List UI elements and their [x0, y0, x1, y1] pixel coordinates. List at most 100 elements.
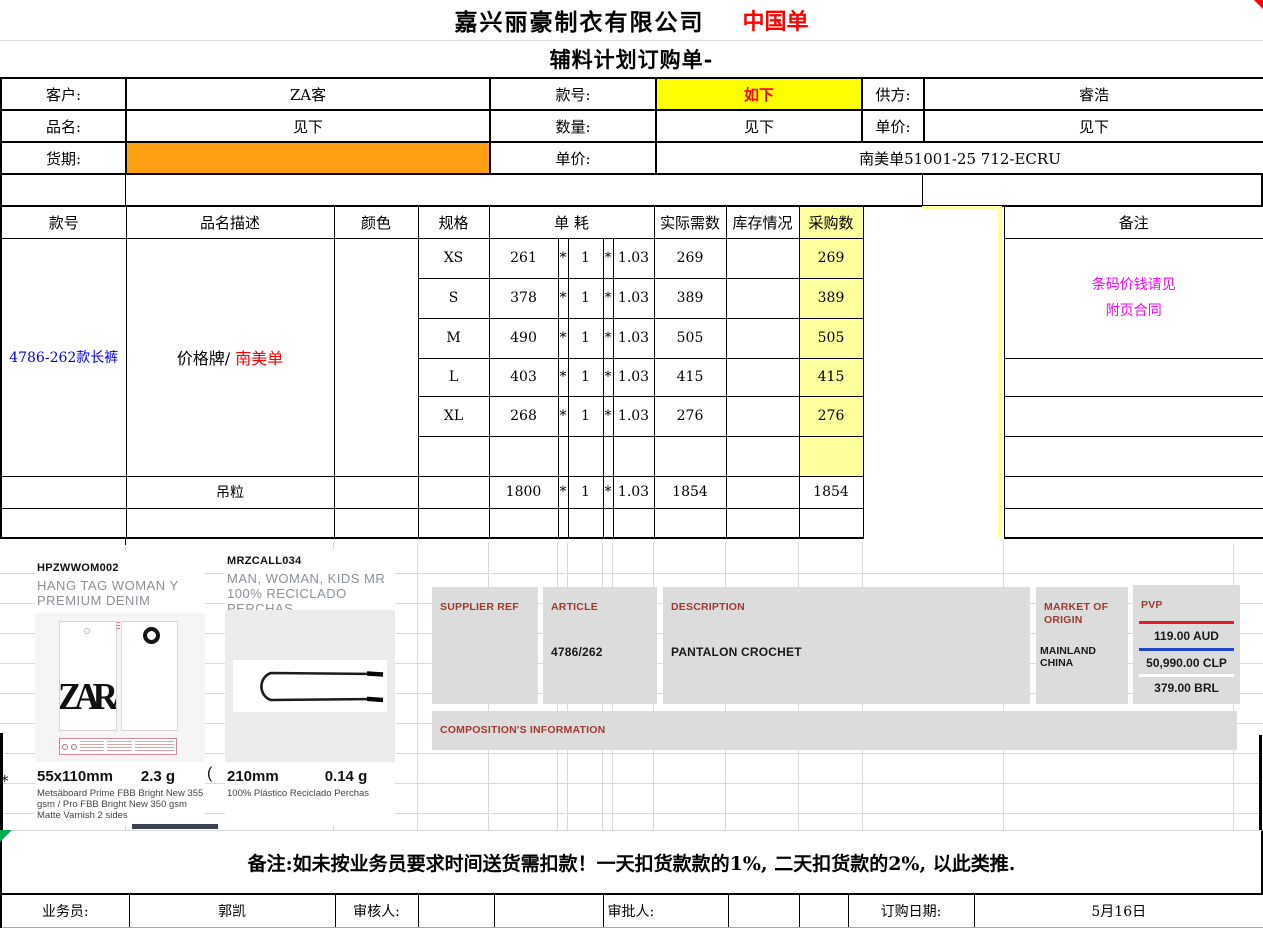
- color-cell: [333, 237, 419, 477]
- factor-cell: 1: [567, 317, 604, 359]
- mult-cell: [557, 435, 569, 477]
- pvp-price: 119.00 AUD: [1154, 629, 1219, 643]
- description-box: DESCRIPTION PANTALON CROCHET: [663, 587, 1030, 704]
- spacer-column: [862, 205, 1005, 538]
- description-value: PANTALON CROCHET: [671, 645, 802, 659]
- mult-cell: *: [557, 237, 569, 279]
- main-table: 款号 品名描述 颜色 规格 单 耗 实际需数 库存情况 采购数 备注 4786-…: [0, 205, 1263, 539]
- mult-cell: *: [557, 277, 569, 319]
- supplier-ref-box: SUPPLIER REF: [432, 587, 538, 704]
- buy-cell: 505: [798, 317, 864, 359]
- stock-cell: [725, 277, 800, 319]
- qty-cell: [488, 435, 559, 477]
- composition-bar: COMPOSITION'S INFORMATION: [432, 711, 1237, 750]
- style-no-cell: [0, 475, 127, 509]
- reviewer-label: 审核人:: [334, 893, 419, 928]
- style-no-cell: 4786-262款长裤: [0, 237, 127, 477]
- pvp-price: 379.00 BRL: [1154, 681, 1219, 695]
- size-cell: XL: [417, 395, 490, 437]
- pvp-label: PVP: [1141, 599, 1163, 611]
- mult-cell: *: [602, 317, 614, 359]
- factor-cell: 1: [567, 357, 604, 397]
- sheet-edge: [1261, 173, 1263, 205]
- need-cell: [653, 435, 727, 477]
- remark-cell: 条码价钱请见 附页合同: [1003, 237, 1263, 359]
- pvp-line-red: [1139, 621, 1234, 624]
- delivery-label: 货期:: [0, 141, 127, 175]
- remark-cell: [1003, 475, 1263, 509]
- yellow-range-border: [998, 207, 1002, 537]
- col-header-remark: 备注: [1003, 205, 1263, 239]
- product-value: 见下: [125, 109, 491, 143]
- product-material: 100% Plástico Reciclado Perchas: [227, 788, 370, 799]
- pvp-line-white: [1139, 674, 1234, 677]
- unitprice-label: 单价:: [861, 109, 925, 143]
- mult-cell: *: [557, 357, 569, 397]
- qty-label: 数量:: [489, 109, 657, 143]
- border-remnant: [0, 733, 3, 832]
- article-box: ARTICLE 4786/262: [543, 587, 657, 704]
- yellow-range-border-top: [922, 206, 1002, 209]
- comment-marker-icon: [1254, 0, 1263, 9]
- hanger-loop-drawing: [260, 671, 384, 703]
- desc-black: 价格牌/: [176, 349, 236, 368]
- mult-cell: [557, 507, 569, 539]
- grid-divider: [922, 173, 923, 205]
- size-cell: [417, 435, 490, 477]
- qty-cell: 403: [488, 357, 559, 397]
- product-dimensions: 55x110mm 2.3 g: [37, 768, 176, 785]
- buy-cell: [798, 507, 864, 539]
- remark-line2: 附页合同: [1105, 303, 1162, 319]
- product-code: HPZWWOM002: [37, 562, 119, 574]
- market-box: MARKET OF ORIGIN MAINLAND CHINA: [1036, 587, 1128, 704]
- market-label: MARKET OF ORIGIN: [1044, 601, 1109, 626]
- rate-cell: [612, 435, 655, 477]
- tag-grommet: [143, 627, 160, 644]
- factor-cell: [567, 435, 604, 477]
- qty-cell: 1800: [488, 475, 559, 509]
- col-header-desc: 品名描述: [125, 205, 335, 239]
- qty-cell: [488, 507, 559, 539]
- color-cell: [333, 507, 419, 539]
- date-value: 5月16日: [973, 893, 1263, 928]
- factor-cell: 1: [567, 277, 604, 319]
- order-type-tag: 中国单: [742, 9, 809, 35]
- remark-cell: [1003, 507, 1263, 539]
- size-cell: M: [417, 317, 490, 359]
- remark-cell: [1003, 395, 1263, 437]
- product-dimensions: 210mm 0.14 g: [227, 768, 368, 785]
- border-remnant: [1259, 735, 1262, 830]
- product-card-loop: MRZCALL034 MAN, WOMAN, KIDS MR 100% RECI…: [225, 550, 395, 825]
- mult-cell: *: [557, 395, 569, 437]
- info-form: 客户: ZA客 款号: 如下 供方: 睿浩 品名: 见下 数量: 见下 单价: …: [0, 77, 1263, 175]
- form-title: 辅料计划订购单-: [549, 46, 714, 72]
- price-value: 南美单51001-25 712-ECRU: [655, 141, 1263, 175]
- qty-cell: 490: [488, 317, 559, 359]
- red-print-mark: [117, 622, 120, 631]
- need-cell: 1854: [653, 475, 727, 509]
- remark-cell: [1003, 357, 1263, 397]
- hangtag-front: ZARA: [59, 621, 117, 731]
- rate-cell: 1.03: [612, 357, 655, 397]
- size-cell: S: [417, 277, 490, 319]
- factor-cell: 1: [567, 395, 604, 437]
- stock-cell: [725, 395, 800, 437]
- factor-cell: 1: [567, 475, 604, 509]
- pvp-box: PVP 119.00 AUD 50,990.00 CLP 379.00 BRL: [1133, 585, 1240, 704]
- desc-red: 南美单: [235, 349, 284, 368]
- stock-cell: [725, 435, 800, 477]
- size-cell: L: [417, 357, 490, 397]
- customer-label: 客户:: [0, 77, 127, 111]
- composition-label: COMPOSITION'S INFORMATION: [440, 724, 606, 736]
- qty-cell: 261: [488, 237, 559, 279]
- rate-cell: 1.03: [612, 317, 655, 359]
- stock-cell: [725, 237, 800, 279]
- signature-row: 业务员: 郭凯 审核人: 审批人: 订购日期: 5月16日: [0, 893, 1263, 928]
- stray-paren: (: [207, 765, 213, 782]
- col-header-consumption: 单 耗: [488, 205, 655, 239]
- stock-cell: [725, 317, 800, 359]
- empty-cell: [798, 893, 849, 928]
- loop-photo: [225, 610, 395, 762]
- grid-divider: [125, 173, 126, 205]
